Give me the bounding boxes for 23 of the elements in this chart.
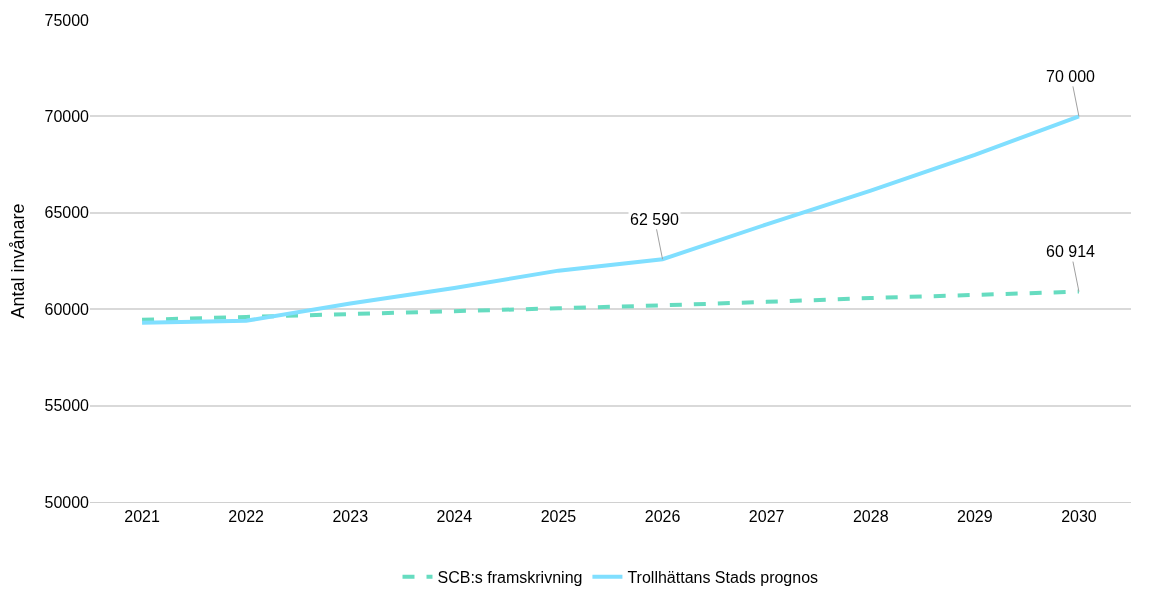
data-label: 62 590 bbox=[630, 211, 680, 228]
x-tick-label: 2023 bbox=[332, 508, 369, 526]
y-tick-label: 60000 bbox=[44, 300, 90, 318]
y-tick-label: 75000 bbox=[44, 11, 90, 29]
x-tick-label: 2027 bbox=[748, 508, 785, 526]
x-tick-label: 2030 bbox=[1061, 508, 1097, 526]
x-tick-label: 2029 bbox=[957, 508, 993, 526]
line-series bbox=[140, 289, 1081, 322]
y-tick-label: 55000 bbox=[44, 397, 90, 415]
x-tick-label: 2026 bbox=[644, 508, 681, 526]
legend-label: SCB:s framskrivning bbox=[437, 568, 583, 586]
y-tick-label: 50000 bbox=[44, 493, 90, 511]
data-label: 60 914 bbox=[1046, 243, 1096, 260]
y-tick-label: 65000 bbox=[44, 204, 90, 222]
legend-label: Trollhättans Stads prognos bbox=[627, 568, 819, 586]
y-axis-title: Antal invånare bbox=[7, 203, 28, 319]
y-tick-label: 70000 bbox=[44, 108, 90, 125]
x-tick-label: 2021 bbox=[124, 508, 160, 526]
x-tick-label: 2028 bbox=[852, 508, 889, 526]
data-label: 70 000 bbox=[1046, 68, 1096, 85]
x-tick-label: 2024 bbox=[436, 508, 473, 526]
x-tick-label: 2025 bbox=[540, 508, 577, 526]
x-tick-label: 2022 bbox=[228, 508, 265, 526]
